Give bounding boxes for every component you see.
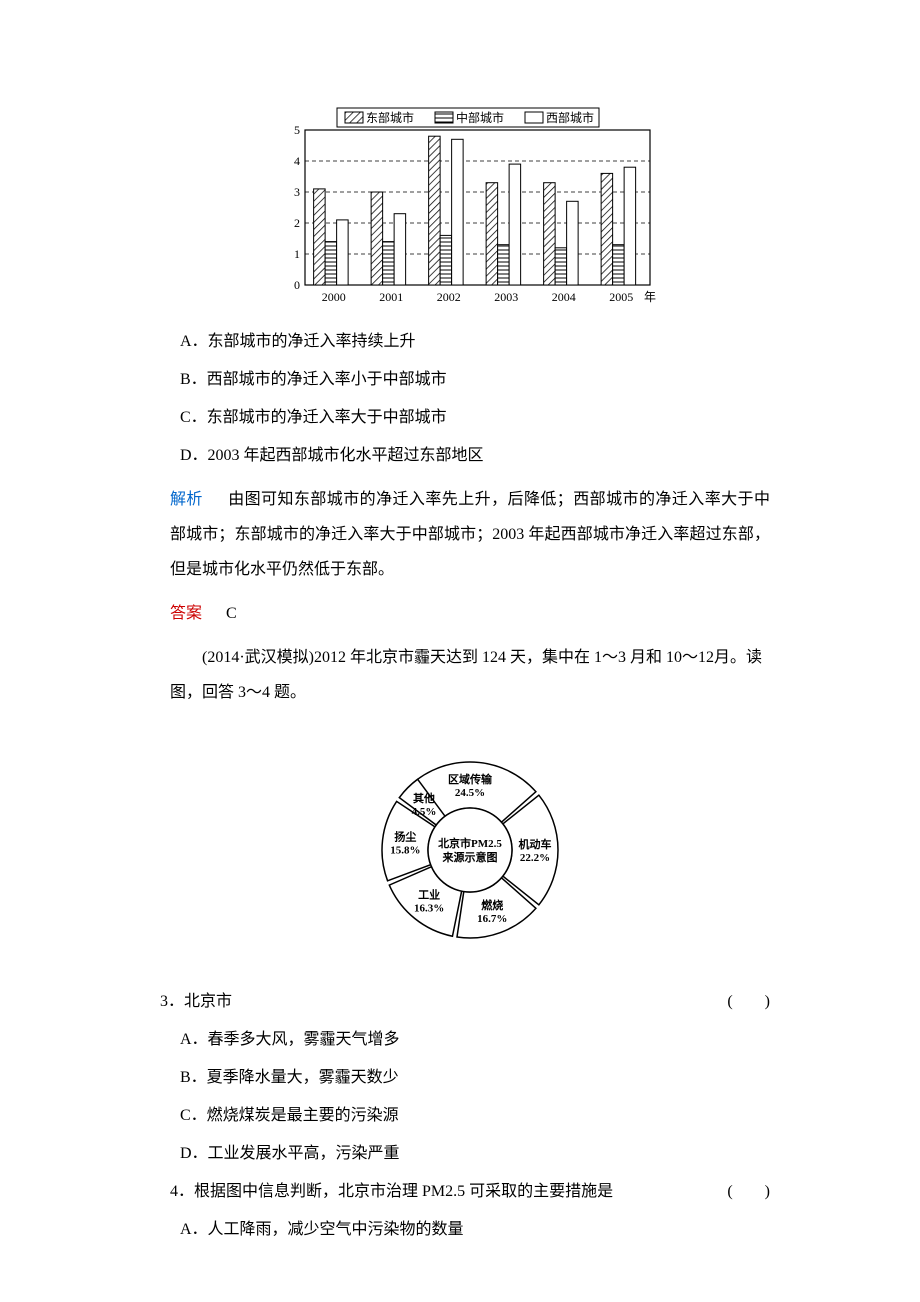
option-d: D．2003 年起西部城市化水平超过东部地区 [180,444,770,468]
svg-text:燃烧: 燃烧 [480,898,503,912]
svg-text:15.8%: 15.8% [390,845,420,857]
answer-label: 答案 [170,605,202,622]
q4-options: A．人工降雨，减少空气中污染物的数量 [180,1218,770,1242]
pie-chart: 区域传输24.5% 机动车22.2% 燃烧16.7% 工业16.3% 扬尘15.8% 其他… [330,730,610,970]
svg-text:2001: 2001 [379,290,403,304]
svg-text:工业: 工业 [418,887,440,901]
svg-text:2003: 2003 [494,290,518,304]
svg-text:西部城市: 西部城市 [546,110,594,125]
svg-text:区域传输: 区域传输 [448,772,493,786]
analysis-block: 解析 由图可知东部城市的净迁入率先上升，后降低；西部城市的净迁入率大于中部城市；… [170,482,770,588]
q3-paren: ( ) [727,990,770,1014]
svg-text:2004: 2004 [552,290,576,304]
answer-block: 答案 C [170,602,770,626]
svg-text:扬尘: 扬尘 [394,830,416,844]
svg-text:东部城市: 东部城市 [366,110,414,125]
analysis-text: 由图可知东部城市的净迁入率先上升，后降低；西部城市的净迁入率大于中部城市；东部城… [170,491,770,578]
svg-text:0: 0 [294,278,300,292]
q3-options: A．春季多大风，雾霾天气增多 B．夏季降水量大，雾霾天数少 C．燃烧煤炭是最主要… [180,1028,770,1166]
svg-text:1: 1 [294,247,300,261]
svg-text:24.5%: 24.5% [455,787,485,799]
svg-text:来源示意图: 来源示意图 [442,850,498,864]
svg-text:年: 年 [644,290,656,304]
analysis-label: 解析 [170,491,203,508]
q3-option-a: A．春季多大风，雾霾天气增多 [180,1028,770,1052]
svg-text:2005: 2005 [609,290,633,304]
q3-option-c: C．燃烧煤炭是最主要的污染源 [180,1104,770,1128]
option-a: A．东部城市的净迁入率持续上升 [180,330,770,354]
svg-text:北京市PM2.5: 北京市PM2.5 [438,836,502,850]
svg-text:中部城市: 中部城市 [456,110,504,125]
svg-text:3: 3 [294,185,300,199]
q3-option-d: D．工业发展水平高，污染严重 [180,1142,770,1166]
q4-paren: ( ) [727,1180,770,1204]
document-content: 东部城市 中部城市 西部城市 0 1 2 3 4 5 2000 2001 2002 2003 2004 20… [0,100,920,1242]
q4-row: 4．根据图中信息判断，北京市治理 PM2.5 可采取的主要措施是 ( ) [170,1180,770,1204]
q3-row: 3．北京市 ( ) [160,990,770,1014]
svg-text:4: 4 [294,154,300,168]
answer-value: C [226,605,237,622]
svg-text:2002: 2002 [437,290,461,304]
q3-4-intro: (2014·武汉模拟)2012 年北京市霾天达到 124 天，集中在 1～3 月… [170,640,770,710]
q3-text: 3．北京市 [160,990,232,1014]
q4-option-a: A．人工降雨，减少空气中污染物的数量 [180,1218,770,1242]
option-c: C．东部城市的净迁入率大于中部城市 [180,406,770,430]
svg-text:16.7%: 16.7% [477,913,507,925]
svg-text:16.3%: 16.3% [414,902,444,914]
pie-chart-container: 区域传输24.5% 机动车22.2% 燃烧16.7% 工业16.3% 扬尘15.8% 其他… [170,730,770,970]
svg-text:2: 2 [294,216,300,230]
svg-text:2000: 2000 [322,290,346,304]
svg-text:5: 5 [294,123,300,137]
q1-options: A．东部城市的净迁入率持续上升 B．西部城市的净迁入率小于中部城市 C．东部城市… [180,330,770,468]
svg-text:22.2%: 22.2% [520,852,550,864]
bar-chart: 东部城市 中部城市 西部城市 0 1 2 3 4 5 2000 2001 2002 2003 2004 20… [280,100,660,310]
svg-text:4.5%: 4.5% [412,806,437,818]
svg-text:机动车: 机动车 [519,837,552,851]
q3-option-b: B．夏季降水量大，雾霾天数少 [180,1066,770,1090]
q4-text: 4．根据图中信息判断，北京市治理 PM2.5 可采取的主要措施是 [170,1180,613,1204]
bar-chart-container: 东部城市 中部城市 西部城市 0 1 2 3 4 5 2000 2001 2002 2003 2004 20… [170,100,770,310]
option-b: B．西部城市的净迁入率小于中部城市 [180,368,770,392]
svg-text:其他: 其他 [413,791,435,805]
